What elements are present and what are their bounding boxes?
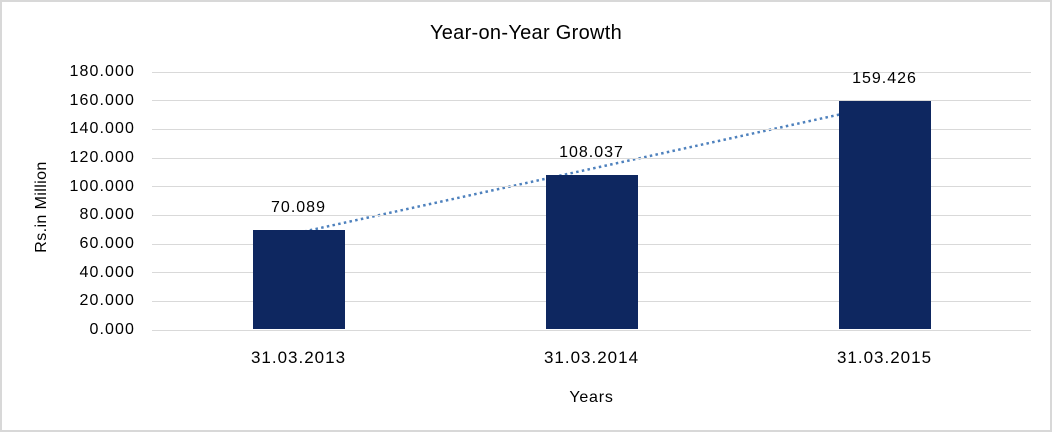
gridline bbox=[152, 157, 1031, 159]
bar bbox=[545, 175, 638, 329]
gridline bbox=[152, 100, 1031, 102]
y-tick-label: 120.000 bbox=[69, 149, 135, 166]
x-tick-label: 31.03.2014 bbox=[543, 348, 640, 367]
gridline bbox=[152, 128, 1031, 130]
y-tick-label: 0.000 bbox=[89, 321, 135, 338]
bar-value-label: 159.426 bbox=[852, 70, 917, 88]
chart-title: Year-on-Year Growth bbox=[429, 22, 623, 44]
gridline bbox=[152, 71, 1031, 73]
bar-value-label: 108.037 bbox=[559, 144, 624, 162]
y-tick-label: 80.000 bbox=[79, 206, 135, 224]
x-tick-label: 31.03.2013 bbox=[250, 348, 347, 367]
y-tick-label: 160.000 bbox=[69, 91, 135, 109]
x-axis-title: Years bbox=[569, 389, 614, 406]
bar bbox=[838, 101, 931, 329]
y-tick-label: 180.000 bbox=[69, 63, 135, 80]
x-tick-label: 31.03.2015 bbox=[836, 348, 933, 367]
y-tick-label: 140.000 bbox=[69, 120, 135, 138]
y-tick-label: 40.000 bbox=[79, 263, 135, 281]
trendline bbox=[298, 103, 885, 234]
y-tick-label: 20.000 bbox=[79, 292, 135, 310]
trendline-layer bbox=[298, 103, 885, 234]
gridline bbox=[152, 329, 1031, 331]
bar bbox=[252, 229, 345, 329]
y-tick-label: 60.000 bbox=[79, 235, 135, 252]
y-tick-label: 100.000 bbox=[69, 177, 135, 195]
bar-value-label: 70.089 bbox=[271, 198, 326, 216]
plot-area bbox=[152, 71, 1031, 331]
